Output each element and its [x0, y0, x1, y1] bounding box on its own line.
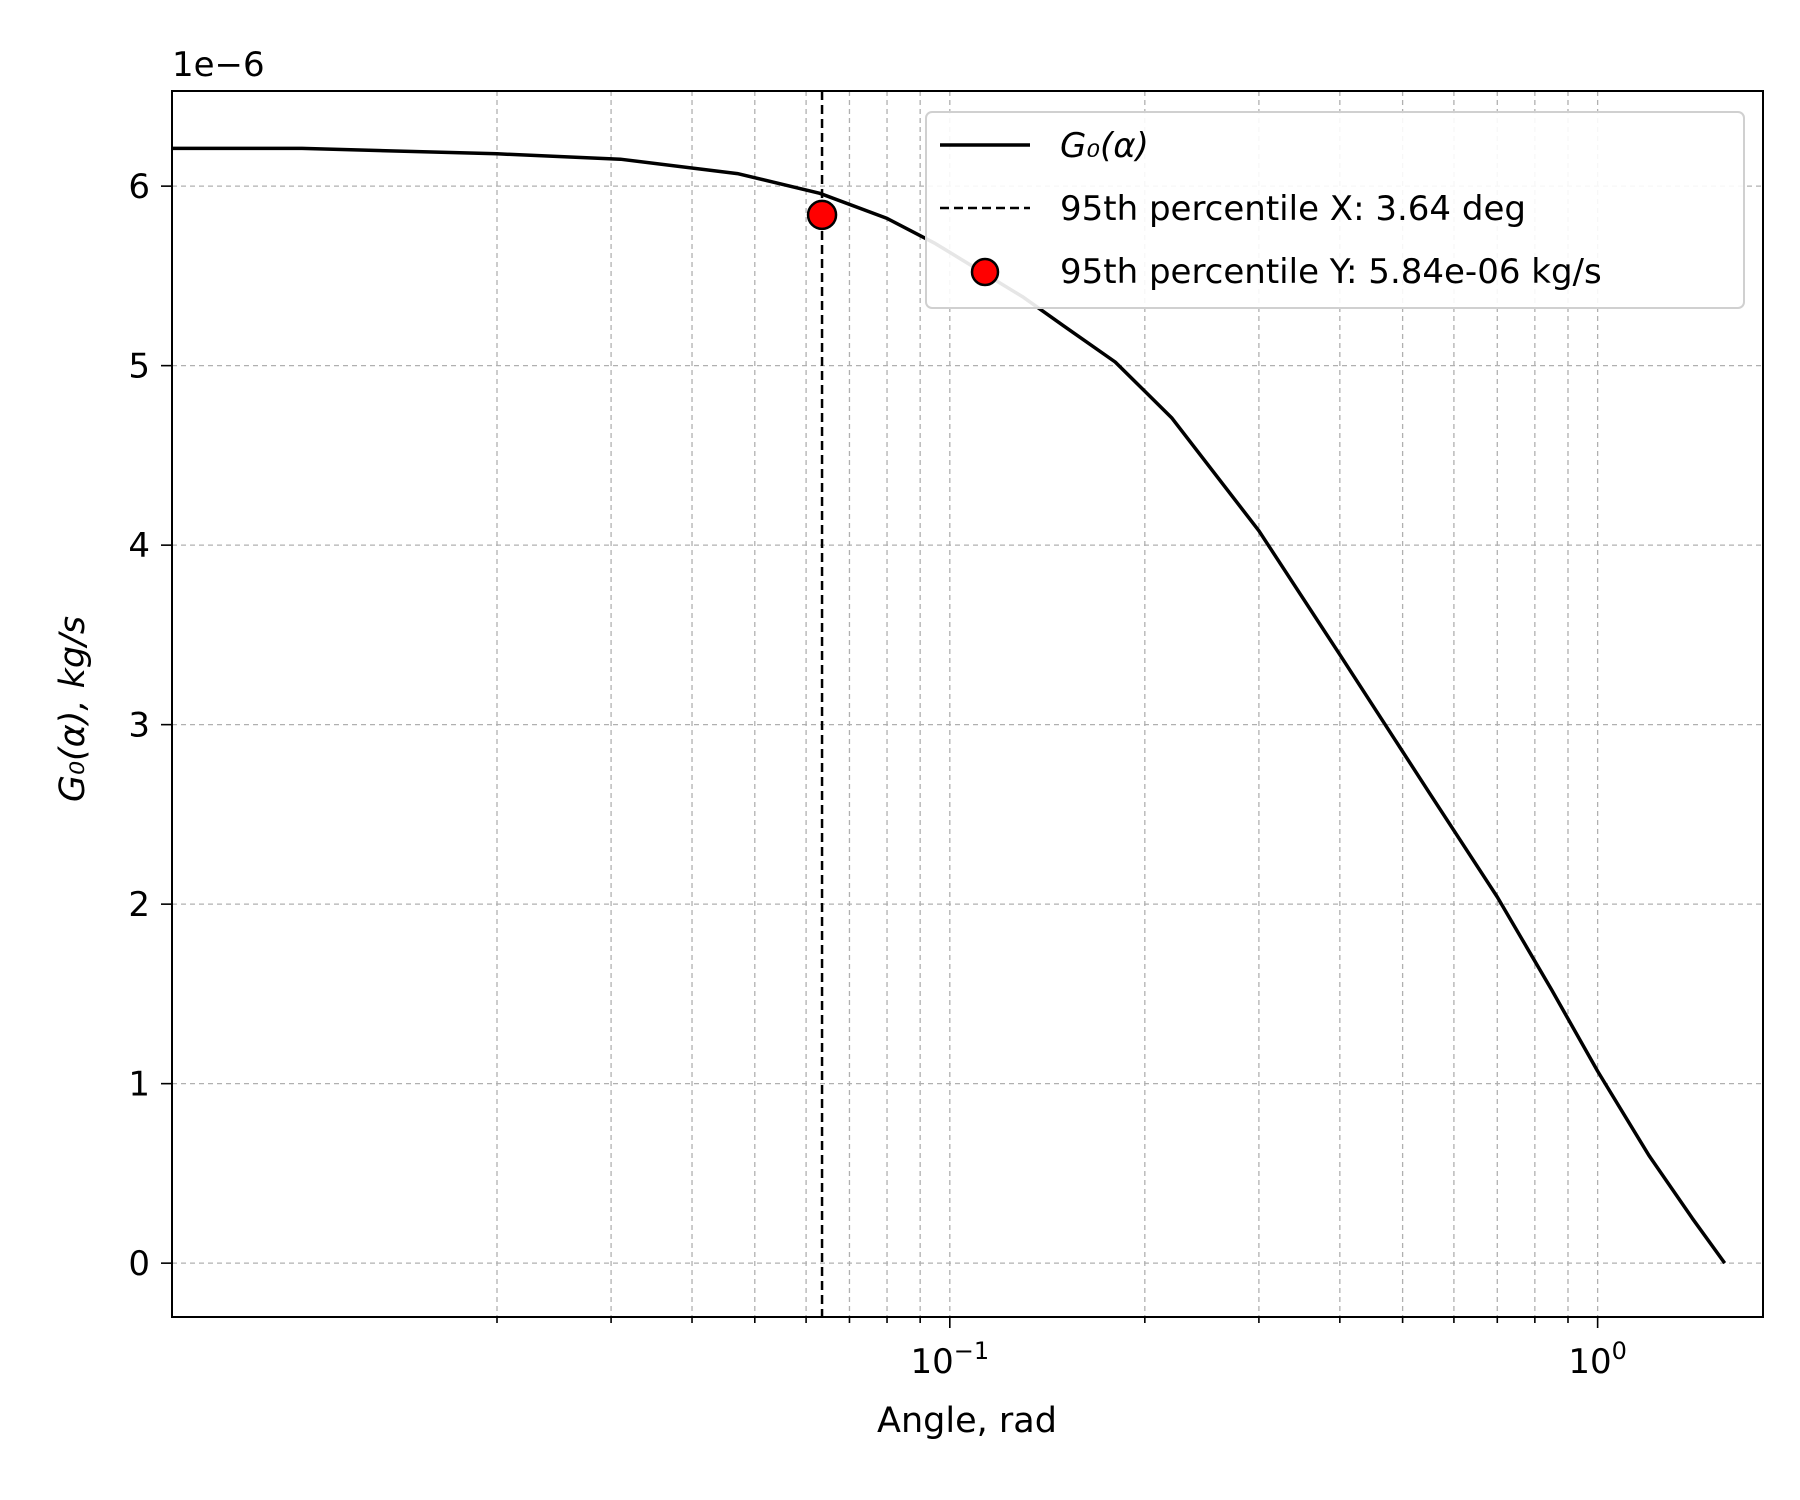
x-tick-label: 10−1: [910, 1337, 989, 1382]
grid: [172, 91, 1763, 1317]
legend-box: [925, 111, 1745, 309]
legend-label-percentile-y: 95th percentile Y: 5.84e-06 kg/s: [1060, 252, 1602, 292]
y-axis-offset-label: 1e−6: [172, 45, 265, 85]
y-axis-label: G₀(α), kg/s: [53, 616, 93, 802]
y-tick-label: 3: [128, 706, 150, 746]
y-tick-label: 4: [128, 526, 150, 566]
x-tick-label: 100: [1568, 1337, 1627, 1382]
g0-curve-line: [172, 146, 1727, 1265]
y-tick-label: 0: [128, 1244, 150, 1284]
legend: G₀(α) 95th percentile X: 3.64 deg 95th p…: [925, 111, 1745, 309]
plot-frame: [171, 90, 1764, 1318]
legend-label-curve: G₀(α): [1060, 126, 1149, 166]
y-tick-label: 6: [128, 167, 150, 207]
series-layer: [172, 91, 1727, 1317]
y-tick-label: 1: [128, 1065, 150, 1105]
y-tick-label: 2: [128, 885, 150, 925]
x-axis-label: Angle, rad: [877, 1401, 1057, 1441]
legend-label-percentile-x: 95th percentile X: 3.64 deg: [1060, 189, 1526, 229]
axis-ticks: 10−1 100 0 1 2 3 4 5 6: [128, 167, 1627, 1382]
percentile-y-point: [806, 199, 838, 231]
legend-marker-swatch: [970, 257, 1000, 287]
y-tick-label: 5: [128, 347, 150, 387]
